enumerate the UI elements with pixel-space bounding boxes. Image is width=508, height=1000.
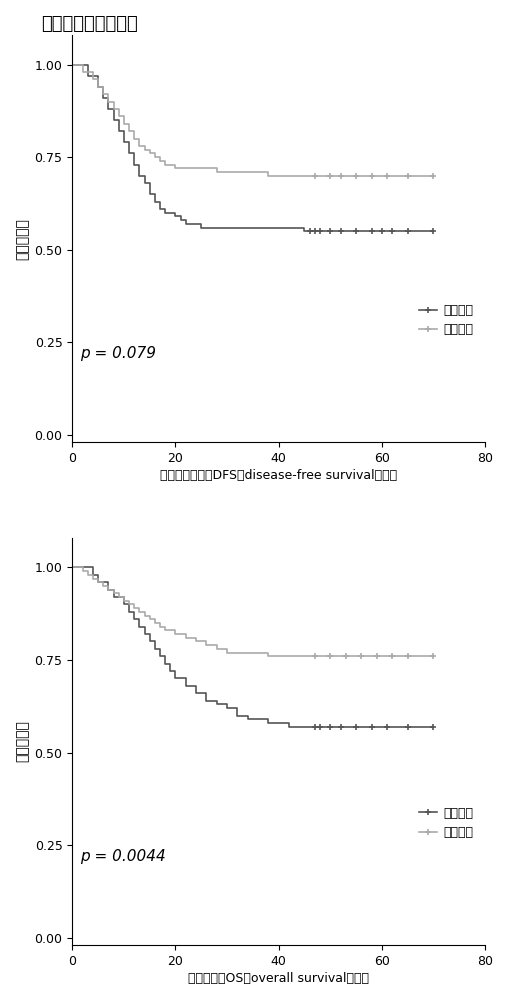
Y-axis label: 累积生存率: 累积生存率 xyxy=(15,721,29,762)
Y-axis label: 累积生存率: 累积生存率 xyxy=(15,218,29,260)
X-axis label: 总生存率（OS，overall survival，月）: 总生存率（OS，overall survival，月） xyxy=(188,972,369,985)
Legend: 高间质比, 低间质比: 高间质比, 低间质比 xyxy=(414,802,479,844)
Text: p = 0.079: p = 0.079 xyxy=(80,346,156,361)
X-axis label: 无疾病生存率（DFS，disease-free survival，月）: 无疾病生存率（DFS，disease-free survival，月） xyxy=(160,469,397,482)
Legend: 高间质比, 低间质比: 高间质比, 低间质比 xyxy=(414,299,479,341)
Text: 间质比生存分析结果: 间质比生存分析结果 xyxy=(41,15,137,33)
Text: p = 0.0044: p = 0.0044 xyxy=(80,849,166,864)
